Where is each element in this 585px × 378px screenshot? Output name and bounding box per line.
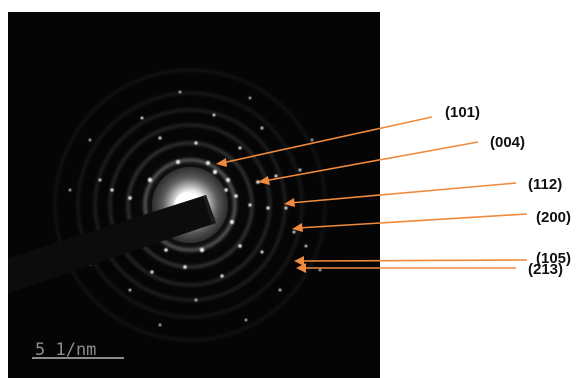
arrowhead-112 [284,198,295,207]
scale-bar-label: 5 1/nm [35,340,96,360]
diffraction-rings [54,69,326,341]
label-004: (004) [490,134,525,151]
ring-004 [127,142,253,268]
arrow-101 [221,116,433,164]
ring-105 [77,92,303,318]
annotation-arrows [216,116,528,273]
beam-stopper-edge [203,195,216,224]
ring-200 [94,109,286,301]
label-101: (101) [445,104,480,121]
scale-bar: 5 1/nm [32,340,124,360]
plane-labels: (101) (004) (112) (200) (105) (213) [445,104,571,278]
label-112: (112) [528,176,562,193]
ring-213 [54,69,326,341]
label-213: (213) [528,261,563,278]
beam-stopper [8,195,216,293]
arrow-112 [289,182,517,204]
arrowhead-101 [216,158,227,167]
arrowhead-200 [292,223,303,232]
label-105: (105) [536,250,571,267]
arrow-105 [299,259,528,262]
arrowhead-004 [258,176,270,185]
arrow-004 [263,141,479,182]
label-200: (200) [536,209,571,226]
ring-101 [143,158,237,252]
arrowhead-105 [294,256,304,266]
ring-112 [109,124,271,286]
arrowhead-213 [296,263,306,273]
scale-bar-line [32,357,124,359]
arrow-200 [297,213,528,229]
